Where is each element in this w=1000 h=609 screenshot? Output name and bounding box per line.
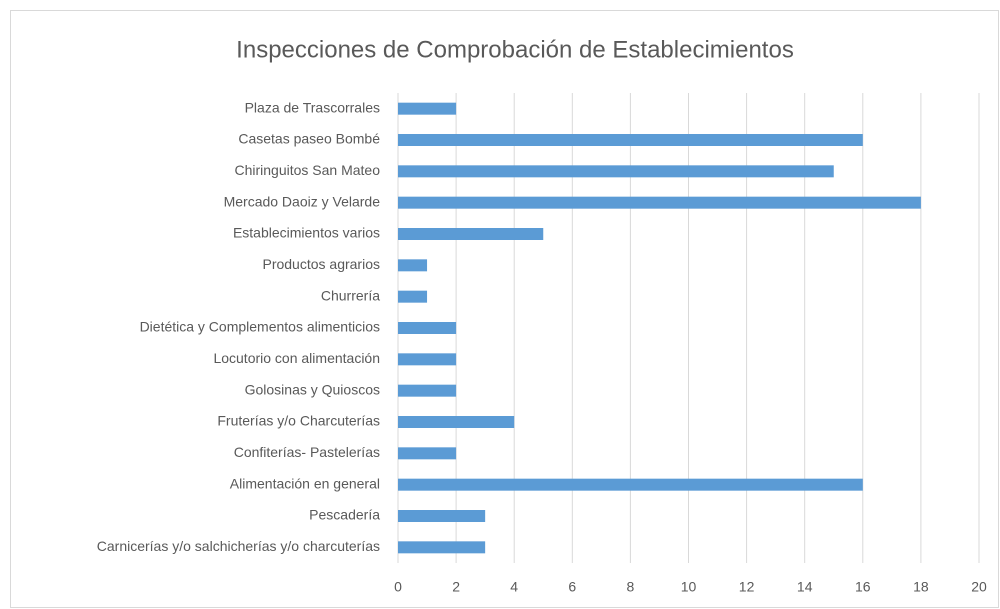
y-tick-label: Fruterías y/o Charcuterías [217, 413, 380, 429]
y-tick-label: Chiringuitos San Mateo [234, 162, 380, 178]
bar [398, 510, 486, 522]
y-tick-label: Plaza de Trascorrales [245, 99, 380, 115]
x-tick-label: 12 [739, 579, 755, 595]
y-tick-label: Dietética y Complementos alimenticios [140, 319, 380, 335]
chart-title: Inspecciones de Comprobación de Establec… [236, 36, 794, 63]
y-tick-label: Confiterías- Pastelerías [234, 444, 380, 460]
x-tick-label: 4 [510, 579, 518, 595]
bar [398, 259, 428, 272]
y-tick-label: Carnicerías y/o salchicherías y/o charcu… [97, 538, 380, 554]
x-tick-label: 14 [797, 579, 813, 595]
chart-border [10, 10, 999, 608]
bar [398, 165, 834, 178]
x-tick-label: 8 [627, 579, 635, 595]
bar [398, 290, 428, 303]
x-tick-label: 16 [855, 579, 871, 595]
bar [398, 541, 486, 554]
y-tick-label: Mercado Daoiz y Velarde [224, 193, 381, 209]
x-tick-label: 0 [394, 579, 402, 595]
bar [398, 384, 457, 397]
bar [398, 478, 863, 491]
y-tick-label: Pescadería [309, 507, 380, 523]
bar [398, 353, 457, 366]
bar [398, 196, 921, 209]
y-tick-label: Churrería [321, 287, 380, 303]
y-tick-label: Productos agrarios [262, 256, 380, 272]
bar [398, 322, 457, 334]
x-tick-label: 20 [971, 579, 987, 595]
y-tick-label: Golosinas y Quioscos [245, 381, 380, 397]
bar [398, 228, 544, 240]
bar [398, 416, 515, 428]
bar [398, 447, 457, 460]
bar [398, 102, 457, 115]
y-tick-label: Locutorio con alimentación [213, 350, 380, 366]
x-tick-label: 6 [568, 579, 576, 595]
bar [398, 134, 863, 146]
y-tick-label: Establecimientos varios [233, 225, 380, 241]
y-tick-label: Casetas paseo Bombé [238, 131, 380, 147]
x-tick-label: 18 [913, 579, 929, 595]
x-tick-label: 10 [681, 579, 697, 595]
x-tick-label: 2 [452, 579, 460, 595]
y-tick-label: Alimentación en general [230, 475, 380, 491]
